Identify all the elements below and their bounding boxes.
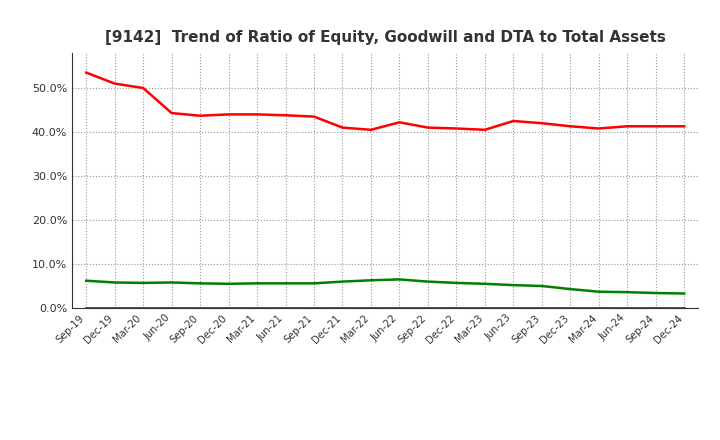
Equity (338, 125, 347, 130)
Equity (480, 127, 489, 132)
Title: [9142]  Trend of Ratio of Equity, Goodwill and DTA to Total Assets: [9142] Trend of Ratio of Equity, Goodwil… (105, 29, 665, 45)
Goodwill (338, 305, 347, 311)
Goodwill (253, 305, 261, 311)
Deferred Tax Assets (423, 279, 432, 284)
Deferred Tax Assets (338, 279, 347, 284)
Goodwill (566, 305, 575, 311)
Line: Deferred Tax Assets: Deferred Tax Assets (86, 279, 684, 293)
Goodwill (167, 305, 176, 311)
Deferred Tax Assets (623, 290, 631, 295)
Equity (253, 112, 261, 117)
Deferred Tax Assets (452, 280, 461, 286)
Deferred Tax Assets (652, 290, 660, 296)
Equity (366, 127, 375, 132)
Equity (595, 126, 603, 131)
Line: Equity: Equity (86, 73, 684, 130)
Equity (310, 114, 318, 119)
Equity (566, 124, 575, 129)
Deferred Tax Assets (225, 281, 233, 286)
Deferred Tax Assets (196, 281, 204, 286)
Equity (395, 120, 404, 125)
Goodwill (537, 305, 546, 311)
Deferred Tax Assets (139, 280, 148, 286)
Equity (139, 85, 148, 91)
Deferred Tax Assets (680, 291, 688, 296)
Goodwill (225, 305, 233, 311)
Equity (509, 118, 518, 124)
Deferred Tax Assets (395, 277, 404, 282)
Equity (82, 70, 91, 75)
Goodwill (480, 305, 489, 311)
Deferred Tax Assets (110, 280, 119, 285)
Deferred Tax Assets (167, 280, 176, 285)
Equity (225, 112, 233, 117)
Deferred Tax Assets (509, 282, 518, 288)
Goodwill (110, 305, 119, 311)
Equity (110, 81, 119, 86)
Equity (652, 124, 660, 129)
Deferred Tax Assets (480, 281, 489, 286)
Goodwill (452, 305, 461, 311)
Goodwill (196, 305, 204, 311)
Goodwill (395, 305, 404, 311)
Goodwill (680, 305, 688, 311)
Goodwill (82, 305, 91, 311)
Equity (196, 113, 204, 118)
Goodwill (282, 305, 290, 311)
Equity (452, 126, 461, 131)
Deferred Tax Assets (366, 278, 375, 283)
Goodwill (595, 305, 603, 311)
Deferred Tax Assets (566, 286, 575, 292)
Goodwill (139, 305, 148, 311)
Goodwill (423, 305, 432, 311)
Deferred Tax Assets (537, 283, 546, 289)
Deferred Tax Assets (253, 281, 261, 286)
Equity (680, 124, 688, 129)
Deferred Tax Assets (595, 289, 603, 294)
Goodwill (623, 305, 631, 311)
Equity (282, 113, 290, 118)
Deferred Tax Assets (282, 281, 290, 286)
Deferred Tax Assets (310, 281, 318, 286)
Goodwill (509, 305, 518, 311)
Goodwill (310, 305, 318, 311)
Goodwill (366, 305, 375, 311)
Goodwill (652, 305, 660, 311)
Equity (167, 110, 176, 116)
Equity (623, 124, 631, 129)
Equity (423, 125, 432, 130)
Equity (537, 121, 546, 126)
Deferred Tax Assets (82, 278, 91, 283)
